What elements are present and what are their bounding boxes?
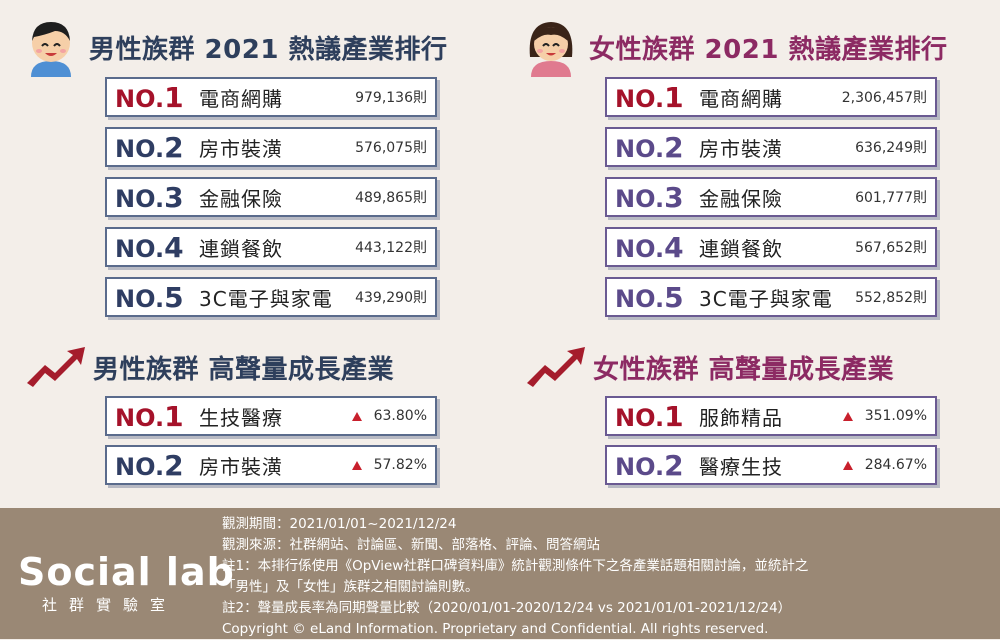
rank-label: NO.3 [115, 180, 184, 214]
male-growth-heading: 男性族群 高聲量成長產業 [25, 342, 394, 392]
industry-name: 3C電子與家電 [199, 286, 333, 311]
footnotes: 觀測期間：2021/01/01~2021/12/24 觀測來源：社群網站、討論區… [222, 514, 992, 640]
industry-name: 連鎖餐飲 [699, 236, 783, 261]
rank-label: NO.1 [115, 399, 184, 433]
male-hot-row-3: NO.3 金融保險 489,865則 [105, 177, 437, 217]
male-growth-row-1: NO.1 生技醫療 63.80% [105, 396, 437, 436]
mention-count: 443,122則 [355, 240, 427, 256]
male-hot-row-5: NO.5 3C電子與家電 439,290則 [105, 277, 437, 317]
mention-count: 439,290則 [355, 290, 427, 306]
footer: Social lab 社群實驗室 觀測期間：2021/01/01~2021/12… [0, 508, 1000, 639]
social-lab-logo: Social lab 社群實驗室 [18, 550, 235, 615]
mention-count: 636,249則 [855, 140, 927, 156]
rank-label: NO.4 [615, 230, 684, 264]
mention-count: 489,865則 [355, 190, 427, 206]
trend-up-arrow-icon [527, 347, 585, 387]
industry-name: 電商網購 [699, 86, 783, 111]
industry-name: 電商網購 [199, 86, 283, 111]
rank-label: NO.2 [115, 130, 184, 164]
logo-wordmark: Social lab [18, 550, 235, 594]
note-1-cont: 「男性」及「女性」族群之相關討論則數。 [222, 579, 479, 595]
rank-label: NO.1 [615, 399, 684, 433]
rank-label: NO.1 [115, 80, 184, 114]
rank-label: NO.5 [615, 280, 684, 314]
rank-label: NO.2 [615, 448, 684, 482]
note-period: 觀測期間：2021/01/01~2021/12/24 [222, 516, 457, 532]
industry-name: 連鎖餐飲 [199, 236, 283, 261]
industry-name: 3C電子與家電 [699, 286, 833, 311]
industry-name: 房市裝潢 [699, 136, 783, 161]
mention-count: 601,777則 [855, 190, 927, 206]
rank-label: NO.1 [615, 80, 684, 114]
industry-name: 房市裝潢 [199, 454, 283, 479]
growth-rate: 351.09% [842, 408, 935, 424]
mention-count: 576,075則 [355, 140, 427, 156]
female-hot-row-1: NO.1 電商網購 2,306,457則 [605, 77, 937, 117]
industry-name: 金融保險 [699, 186, 783, 211]
female-hot-row-3: NO.3 金融保險 601,777則 [605, 177, 937, 217]
female-hot-row-4: NO.4 連鎖餐飲 567,652則 [605, 227, 937, 267]
industry-name: 醫療生技 [699, 454, 783, 479]
rank-label: NO.5 [115, 280, 184, 314]
mention-count: 552,852則 [855, 290, 927, 306]
industry-name: 金融保險 [199, 186, 283, 211]
girl-face-icon [529, 22, 573, 77]
up-triangle-icon [842, 460, 853, 470]
rank-label: NO.2 [115, 448, 184, 482]
female-hot-row-2: NO.2 房市裝潢 636,249則 [605, 127, 937, 167]
male-hot-title: 男性族群 2021 熱議產業排行 [89, 34, 448, 65]
rank-label: NO.3 [615, 180, 684, 214]
female-hot-title: 女性族群 2021 熱議產業排行 [589, 34, 948, 65]
copyright: Copyright © eLand Information. Proprieta… [222, 621, 769, 637]
industry-name: 房市裝潢 [199, 136, 283, 161]
note-1: 註1：本排行係使用《OpView社群口碑資料庫》統計觀測條件下之各產業話題相關討… [222, 558, 809, 574]
growth-rate: 57.82% [351, 457, 435, 473]
industry-name: 生技醫療 [199, 405, 283, 430]
female-growth-row-1: NO.1 服飾精品 351.09% [605, 396, 937, 436]
female-growth-row-2: NO.2 醫療生技 284.67% [605, 445, 937, 485]
rank-label: NO.4 [115, 230, 184, 264]
female-hot-row-5: NO.5 3C電子與家電 552,852則 [605, 277, 937, 317]
up-triangle-icon [351, 460, 362, 470]
up-triangle-icon [842, 411, 853, 421]
growth-rate: 284.67% [842, 457, 935, 473]
male-hot-row-4: NO.4 連鎖餐飲 443,122則 [105, 227, 437, 267]
rank-label: NO.2 [615, 130, 684, 164]
mention-count: 2,306,457則 [841, 90, 927, 106]
female-hot-heading: 女性族群 2021 熱議產業排行 [525, 22, 948, 77]
boy-face-icon [31, 22, 71, 77]
female-growth-title: 女性族群 高聲量成長產業 [593, 354, 895, 385]
trend-up-arrow-icon [27, 347, 85, 387]
female-growth-heading: 女性族群 高聲量成長產業 [525, 342, 894, 392]
mention-count: 979,136則 [355, 90, 427, 106]
industry-name: 服飾精品 [699, 405, 783, 430]
male-growth-title: 男性族群 高聲量成長產業 [93, 354, 395, 385]
male-growth-row-2: NO.2 房市裝潢 57.82% [105, 445, 437, 485]
up-triangle-icon [351, 411, 362, 421]
male-hot-row-1: NO.1 電商網購 979,136則 [105, 77, 437, 117]
logo-subtitle: 社群實驗室 [42, 596, 178, 614]
note-2: 註2：聲量成長率為同期聲量比較（2020/01/01-2020/12/24 vs… [222, 600, 792, 616]
male-hot-row-2: NO.2 房市裝潢 576,075則 [105, 127, 437, 167]
note-source: 觀測來源：社群網站、討論區、新聞、部落格、評論、問答網站 [222, 537, 600, 553]
mention-count: 567,652則 [855, 240, 927, 256]
male-hot-heading: 男性族群 2021 熱議產業排行 [25, 22, 448, 77]
growth-rate: 63.80% [351, 408, 435, 424]
